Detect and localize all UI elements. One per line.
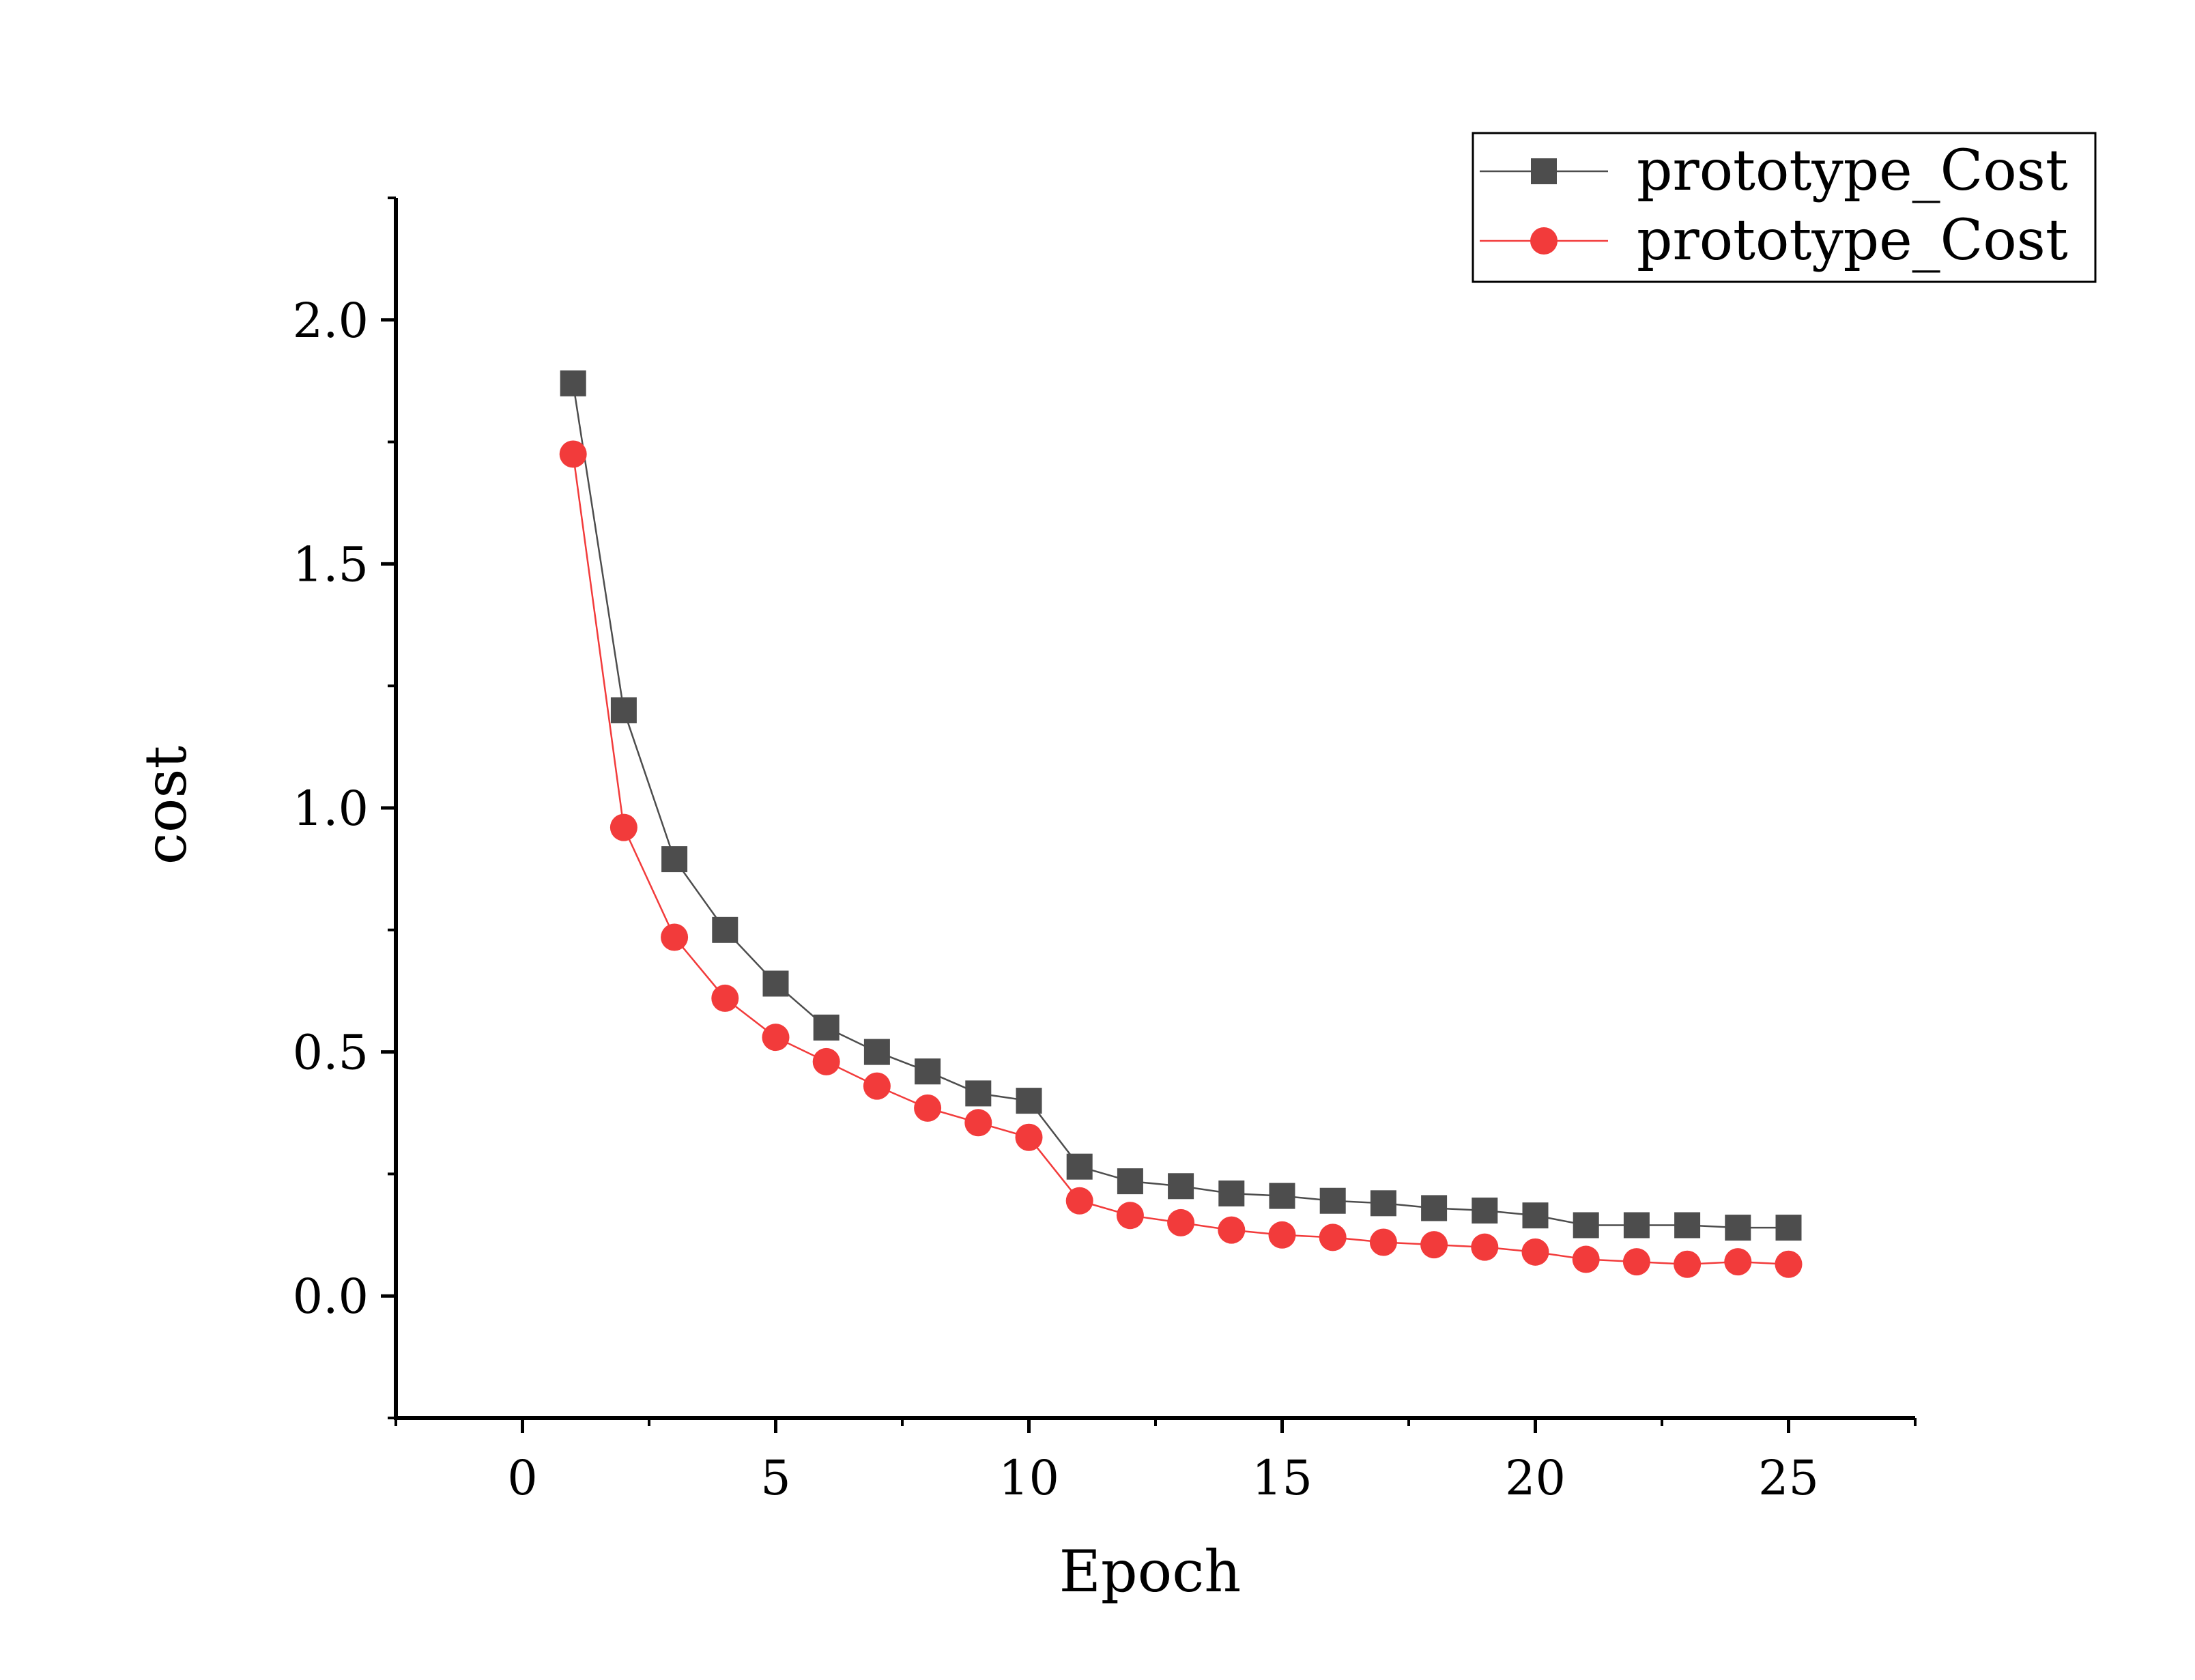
legend-label: prototype_Cost [1637, 208, 2068, 273]
data-point [863, 1039, 890, 1065]
data-point [762, 970, 789, 997]
data-point [1370, 1190, 1396, 1217]
data-point [1269, 1183, 1295, 1209]
data-point [1522, 1202, 1549, 1229]
y-tick-label: 1.0 [293, 781, 369, 837]
legend-label: prototype_Cost [1637, 139, 2068, 203]
data-point [863, 1072, 891, 1100]
data-point [1674, 1250, 1702, 1278]
y-tick-label: 1.5 [293, 536, 369, 592]
data-point [1421, 1195, 1448, 1221]
x-tick-label: 25 [1758, 1450, 1819, 1506]
data-point [1775, 1215, 1802, 1241]
data-point [1622, 1248, 1650, 1276]
data-point [661, 846, 688, 873]
data-point [559, 440, 587, 468]
data-point [915, 1058, 941, 1085]
data-point [1471, 1233, 1499, 1261]
series-layer [559, 370, 1803, 1278]
data-point [1319, 1223, 1347, 1251]
series-line [572, 383, 1789, 1229]
data-point [1623, 1212, 1650, 1239]
data-point [1775, 1250, 1803, 1278]
data-point [1016, 1088, 1042, 1114]
data-point [812, 1047, 840, 1075]
data-point [1725, 1215, 1751, 1241]
data-point [1218, 1216, 1246, 1244]
data-point [609, 813, 637, 841]
x-tick-label: 0 [507, 1450, 538, 1506]
series-line [572, 454, 1789, 1265]
data-point [1116, 1202, 1144, 1230]
legend-marker [1531, 158, 1557, 184]
legend-marker [1530, 227, 1558, 255]
data-point [1369, 1228, 1397, 1256]
data-point [813, 1014, 840, 1041]
x-tick-label: 5 [760, 1450, 791, 1506]
data-point [610, 697, 637, 723]
x-tick-label: 15 [1252, 1450, 1312, 1506]
y-axis-title: cost [132, 746, 199, 865]
data-point [1065, 1187, 1093, 1215]
y-tick-label: 2.0 [293, 293, 369, 349]
x-tick-label: 20 [1505, 1450, 1566, 1506]
data-point [712, 916, 738, 943]
series-2 [559, 440, 1803, 1278]
data-point [1521, 1238, 1549, 1266]
data-point [560, 370, 586, 396]
x-tick-label: 10 [999, 1450, 1059, 1506]
axes: 0.0 0.5 1.0 1.5 2.0 0 5 10 15 20 25 [293, 197, 1917, 1506]
data-point [1218, 1181, 1245, 1207]
data-point [1015, 1123, 1043, 1151]
x-axis-title: Epoch [1059, 1538, 1242, 1605]
data-point [1572, 1245, 1600, 1273]
data-point [762, 1024, 790, 1052]
data-point [711, 984, 739, 1012]
data-point [1573, 1212, 1599, 1239]
data-point [1674, 1212, 1701, 1239]
data-point [965, 1080, 992, 1107]
data-point [661, 923, 689, 951]
data-point [1117, 1168, 1143, 1195]
data-point [914, 1094, 942, 1122]
y-tick-label: 0.0 [293, 1269, 369, 1324]
data-point [964, 1109, 992, 1137]
data-point [1066, 1153, 1093, 1180]
data-point [1472, 1198, 1498, 1224]
data-point [1168, 1173, 1194, 1200]
legend-box [1472, 132, 2097, 283]
series-1 [560, 370, 1802, 1241]
data-point [1724, 1248, 1752, 1276]
data-point [1420, 1231, 1448, 1259]
data-point [1319, 1187, 1346, 1214]
data-point [1167, 1208, 1195, 1236]
data-point [1268, 1221, 1296, 1249]
y-tick-label: 0.5 [293, 1025, 369, 1081]
